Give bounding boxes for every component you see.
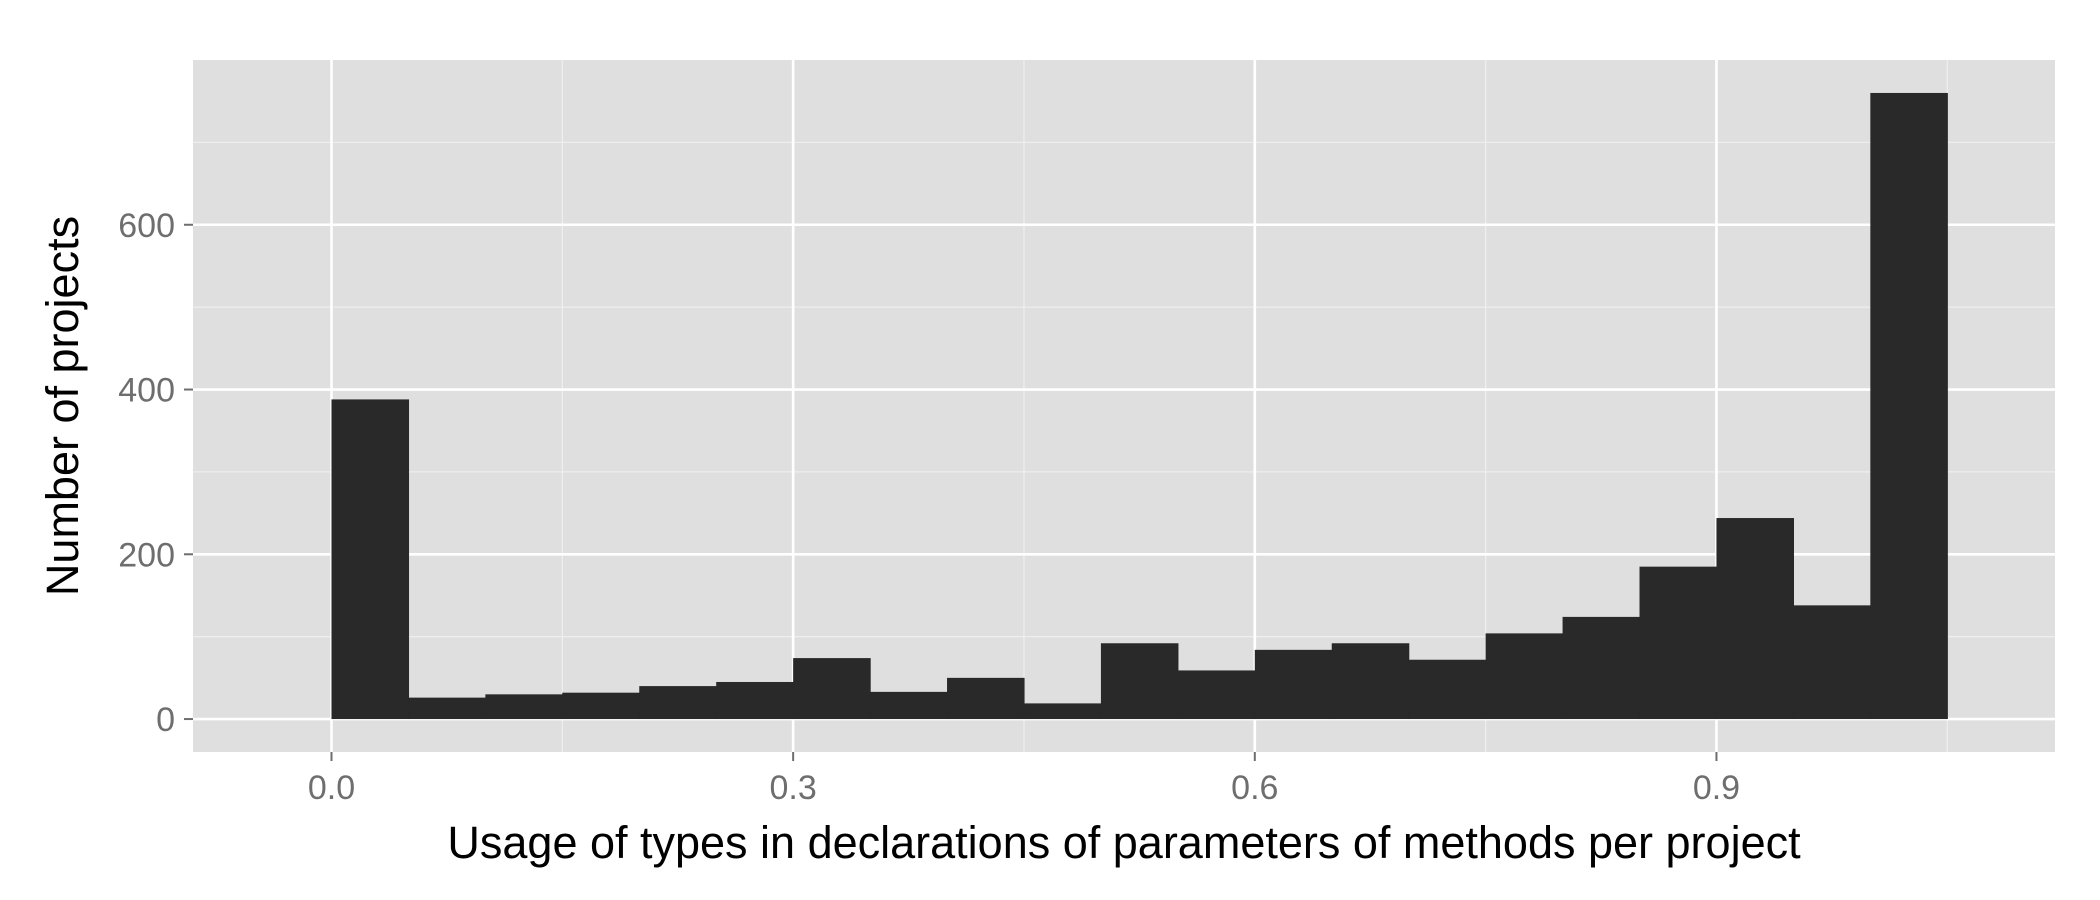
histogram-bar <box>1023 703 1102 720</box>
histogram-bar <box>1793 605 1871 720</box>
x-axis-title: Usage of types in declarations of parame… <box>447 817 1801 868</box>
histogram-bar <box>1254 649 1333 720</box>
histogram-bar <box>639 686 717 720</box>
histogram-bar <box>793 658 871 720</box>
histogram-bar <box>870 691 948 720</box>
histogram-bar <box>1716 518 1794 720</box>
minor-gridlines <box>193 60 2055 752</box>
y-tick-label: 200 <box>118 536 175 574</box>
histogram-bar <box>1485 633 1564 720</box>
histogram-bar <box>1639 566 1718 720</box>
histogram-bar <box>1100 643 1179 720</box>
histogram-bar <box>485 694 563 720</box>
histogram-bars <box>331 92 1948 720</box>
histogram-bar <box>562 692 640 720</box>
histogram-bar <box>1177 670 1256 720</box>
histogram-bar <box>1408 659 1487 720</box>
histogram-bar <box>1562 616 1641 720</box>
histogram-bar <box>331 399 410 720</box>
y-tick-label: 0 <box>156 701 175 739</box>
histogram-bar <box>1331 643 1410 720</box>
x-tick-label: 0.9 <box>1693 769 1740 807</box>
x-tick-label: 0.3 <box>770 769 817 807</box>
x-tick-label: 0.0 <box>308 769 355 807</box>
histogram-bar <box>716 681 794 720</box>
y-axis-title: Number of projects <box>37 216 88 596</box>
histogram-bar <box>947 677 1025 720</box>
histogram-bar <box>408 697 486 720</box>
x-tick-label: 0.6 <box>1231 769 1278 807</box>
y-tick-label: 600 <box>118 207 175 245</box>
y-tick-label: 400 <box>118 372 175 410</box>
y-axis: 0 200 400 600 <box>118 207 193 739</box>
x-axis: 0.0 0.3 0.6 0.9 <box>308 752 1740 807</box>
histogram-bar <box>1870 92 1948 720</box>
